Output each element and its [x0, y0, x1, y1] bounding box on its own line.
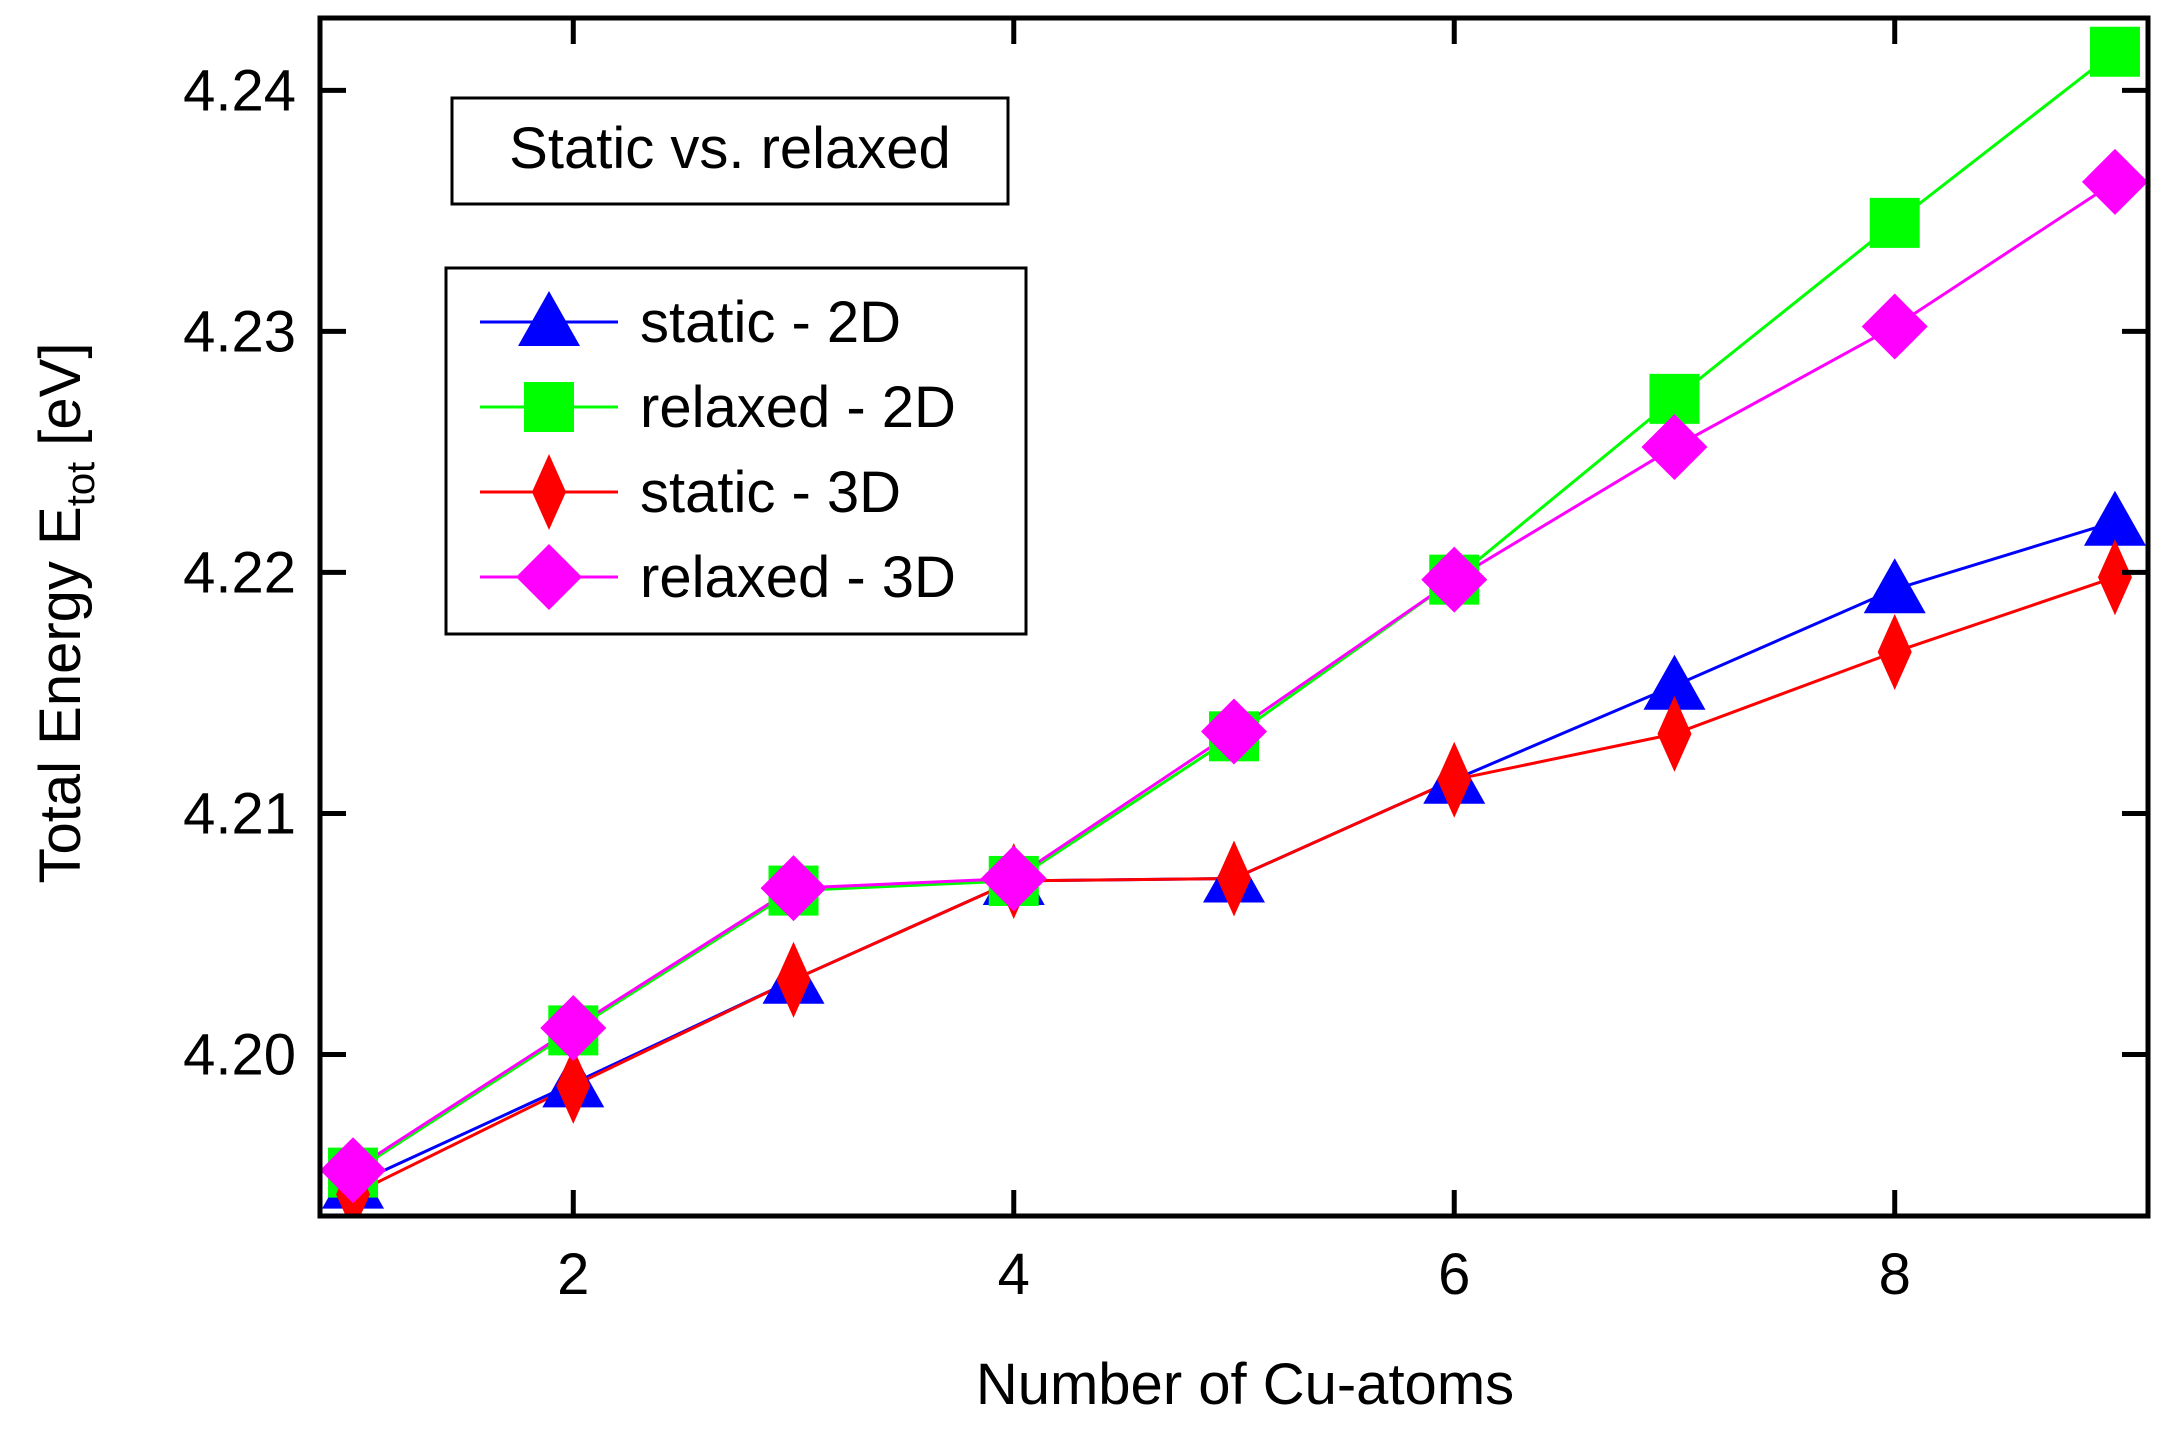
- point-relaxed-3d-4: [980, 845, 1047, 912]
- y-tick-label-4: 4.24: [183, 58, 296, 123]
- y-tick-label-1: 4.21: [183, 781, 296, 846]
- point-static-3d-7: [1657, 695, 1692, 772]
- legend-marker-relaxed-2d: [524, 382, 574, 432]
- y-tick-label-2: 4.22: [183, 540, 296, 605]
- legend-item-relaxed-3d: relaxed - 3D: [480, 544, 956, 610]
- legend-item-static-2d: static - 2D: [480, 290, 901, 355]
- point-static-3d-3: [776, 941, 811, 1018]
- point-relaxed-3d-6: [1421, 546, 1488, 613]
- point-relaxed-3d-2: [540, 994, 607, 1061]
- point-relaxed-3d-5: [1201, 698, 1267, 765]
- y-tick-label-0: 4.20: [183, 1022, 296, 1087]
- point-static-3d-8: [1877, 613, 1912, 690]
- annotation-text: Static vs. relaxed: [509, 116, 951, 181]
- legend-label-relaxed-3d: relaxed - 3D: [640, 545, 956, 610]
- legend-items: static - 2D relaxed - 2D static - 3D relaxe…: [480, 290, 956, 610]
- point-relaxed-3d-9: [2081, 148, 2148, 215]
- point-static-3d-6: [1437, 741, 1472, 818]
- legend-item-relaxed-2d: relaxed - 2D: [480, 375, 956, 440]
- x-tick-label-8: 8: [1879, 1242, 1911, 1307]
- y-axis-title: Total Energy Etot [eV]: [28, 343, 103, 884]
- point-static-3d-9: [2097, 539, 2132, 616]
- x-tick-label-2: 2: [557, 1242, 589, 1307]
- point-static-3d-5: [1217, 840, 1251, 917]
- point-static-3d-2: [556, 1047, 591, 1124]
- legend-marker-relaxed-3d: [516, 544, 582, 610]
- legend-label-relaxed-2d: relaxed - 2D: [640, 375, 956, 440]
- x-tick-label-6: 6: [1438, 1242, 1470, 1307]
- point-relaxed-3d-7: [1641, 414, 1708, 481]
- point-relaxed-2d-9: [2089, 26, 2140, 77]
- y-axis-title-main: Total Energy E: [28, 506, 93, 883]
- point-relaxed-3d-3: [760, 855, 827, 922]
- y-axis-title-unit: [eV]: [28, 343, 93, 462]
- y-tick-label-3: 4.23: [183, 299, 296, 364]
- plot-frame: [317, 15, 2151, 1219]
- x-tick-label-4: 4: [998, 1242, 1030, 1307]
- point-relaxed-3d-8: [1861, 293, 1928, 360]
- x-axis-title: Number of Cu-atoms: [976, 1352, 1514, 1417]
- y-axis-title-subscript: tot: [59, 462, 103, 506]
- point-static-2d-9: [2083, 490, 2146, 546]
- legend-item-static-3d: static - 3D: [480, 454, 901, 530]
- point-relaxed-3d-1: [320, 1137, 387, 1204]
- legend-label-static-2d: static - 2D: [640, 290, 901, 355]
- point-static-2d-7: [1643, 654, 1706, 710]
- series-layer: [320, 26, 2148, 1216]
- axes-layer: 2 4 6 8 4.20 4.21 4.22 4.23 4.24: [183, 15, 2151, 1307]
- legend-marker-static-2d: [518, 291, 580, 346]
- legend: static - 2D relaxed - 2D static - 3D relaxe…: [444, 266, 1028, 636]
- legend-marker-static-3d: [532, 454, 566, 530]
- annotation-box: [450, 96, 1010, 206]
- point-relaxed-2d-8: [1869, 197, 1920, 248]
- point-static-2d-8: [1863, 558, 1926, 614]
- legend-label-static-3d: static - 3D: [640, 460, 901, 525]
